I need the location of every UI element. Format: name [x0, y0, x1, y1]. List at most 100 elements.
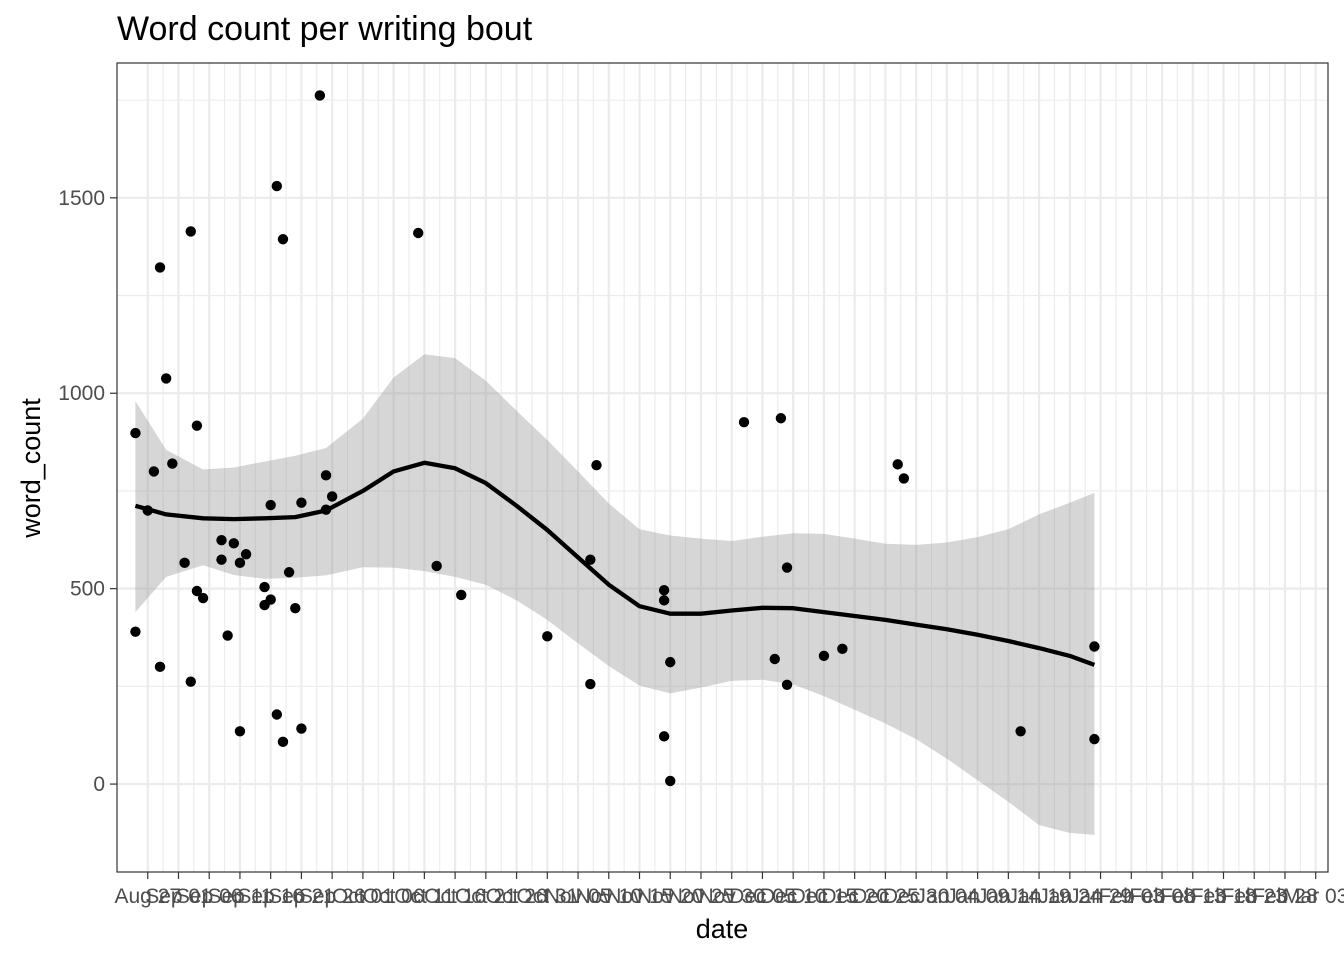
- x-tick-label: Nov 05: [545, 885, 612, 908]
- data-point: [585, 554, 596, 565]
- x-tick-label: Oct 06: [363, 885, 425, 908]
- data-point: [191, 420, 203, 431]
- data-point: [130, 626, 141, 637]
- data-point: [283, 567, 295, 578]
- data-point: [781, 562, 793, 573]
- data-point: [898, 473, 910, 484]
- x-tick-label: Sep 21: [268, 885, 335, 908]
- data-point: [658, 731, 670, 742]
- x-tick-label: Sep 11: [207, 885, 272, 908]
- x-tick-label: Oct 21: [455, 885, 517, 908]
- data-point: [277, 736, 289, 748]
- x-tick-label: Feb 03: [1099, 885, 1164, 908]
- data-point: [271, 180, 283, 192]
- x-tick-label: Sep 06: [176, 885, 243, 908]
- data-point: [148, 466, 160, 477]
- x-tick-label: Jan 29: [1069, 885, 1132, 908]
- data-point: [585, 678, 596, 690]
- data-point: [1089, 641, 1100, 652]
- data-point: [665, 656, 676, 668]
- x-tick-label: Jan 19: [1008, 885, 1071, 908]
- data-point: [167, 458, 178, 469]
- x-tick-label: Dec 05: [729, 885, 796, 908]
- x-tick-label: Feb 13: [1160, 885, 1225, 908]
- x-tick-label: Dec 10: [760, 885, 827, 908]
- y-tick-label: 500: [70, 578, 105, 601]
- data-point: [234, 726, 246, 737]
- data-point: [296, 723, 307, 734]
- x-tick-label: Jan 14: [977, 885, 1040, 908]
- data-point: [130, 427, 141, 439]
- y-tick-label: 1500: [58, 187, 105, 210]
- y-axis-title: word_count: [16, 398, 46, 539]
- data-point: [296, 497, 307, 508]
- data-point: [314, 90, 326, 101]
- data-point: [431, 560, 442, 572]
- panel-border: [116, 62, 1329, 873]
- data-point: [160, 373, 172, 384]
- confidence-band: [135, 354, 1095, 835]
- x-tick-label: Nov 15: [606, 885, 673, 908]
- x-tick-label: Feb 23: [1222, 885, 1287, 908]
- x-tick-label: Jan 04: [915, 885, 978, 908]
- data-point: [191, 585, 203, 597]
- x-tick-label: Nov 30: [698, 885, 765, 908]
- chart-title: Word count per writing bout: [117, 10, 533, 48]
- x-tick-label: Dec 25: [852, 885, 919, 908]
- data-point: [271, 709, 283, 720]
- data-point: [277, 234, 289, 245]
- data-point: [259, 581, 270, 593]
- data-point: [1015, 726, 1026, 737]
- data-point: [769, 653, 780, 665]
- data-point: [179, 557, 190, 569]
- y-tick-label: 0: [93, 773, 105, 796]
- data-point: [216, 554, 227, 565]
- data-point: [222, 630, 233, 641]
- data-point: [185, 226, 196, 237]
- x-tick-label: Jan 09: [946, 885, 1009, 908]
- data-point: [265, 594, 276, 605]
- x-tick-label: Dec 30: [883, 885, 950, 908]
- x-tick-label: Oct 26: [486, 885, 548, 908]
- x-tick-label: Nov 10: [576, 885, 643, 908]
- x-tick-label: Nov 20: [637, 885, 704, 908]
- x-tick-label: Feb 18: [1191, 885, 1256, 908]
- data-point: [775, 413, 787, 424]
- x-tick-label: Sep 01: [145, 885, 212, 908]
- data-point: [1089, 733, 1100, 745]
- data-point: [326, 491, 338, 502]
- x-tick-label: Dec 15: [791, 885, 858, 908]
- y-tick-label: 1000: [58, 382, 105, 405]
- x-tick-label: Mar 03: [1283, 885, 1344, 908]
- data-point: [658, 595, 670, 606]
- data-point: [240, 549, 252, 560]
- data-point: [320, 470, 332, 481]
- data-point: [185, 676, 196, 687]
- data-point: [197, 592, 209, 604]
- data-point: [228, 538, 239, 549]
- x-axis-title: date: [696, 914, 749, 944]
- x-tick-label: Oct 11: [394, 885, 454, 908]
- data-point: [892, 459, 903, 470]
- data-point: [154, 661, 166, 673]
- data-point: [658, 585, 670, 596]
- data-point: [234, 557, 246, 569]
- x-tick-label: Oct 31: [516, 885, 578, 908]
- data-point: [413, 227, 424, 239]
- x-tick-label: Feb 08: [1129, 885, 1194, 908]
- x-tick-label: Sep 26: [299, 885, 366, 908]
- data-point: [837, 643, 848, 655]
- data-point: [154, 262, 166, 273]
- x-tick-label: Dec 20: [821, 885, 888, 908]
- x-tick-label: Jan 24: [1038, 885, 1101, 908]
- data-point: [665, 775, 676, 787]
- x-tick-label: Nov 25: [668, 885, 735, 908]
- x-tick-label: Oct 01: [332, 885, 394, 908]
- x-tick-label: Oct 16: [424, 885, 486, 908]
- data-point: [738, 416, 750, 428]
- data-point: [265, 499, 276, 511]
- data-point: [456, 589, 467, 601]
- data-point: [216, 534, 227, 546]
